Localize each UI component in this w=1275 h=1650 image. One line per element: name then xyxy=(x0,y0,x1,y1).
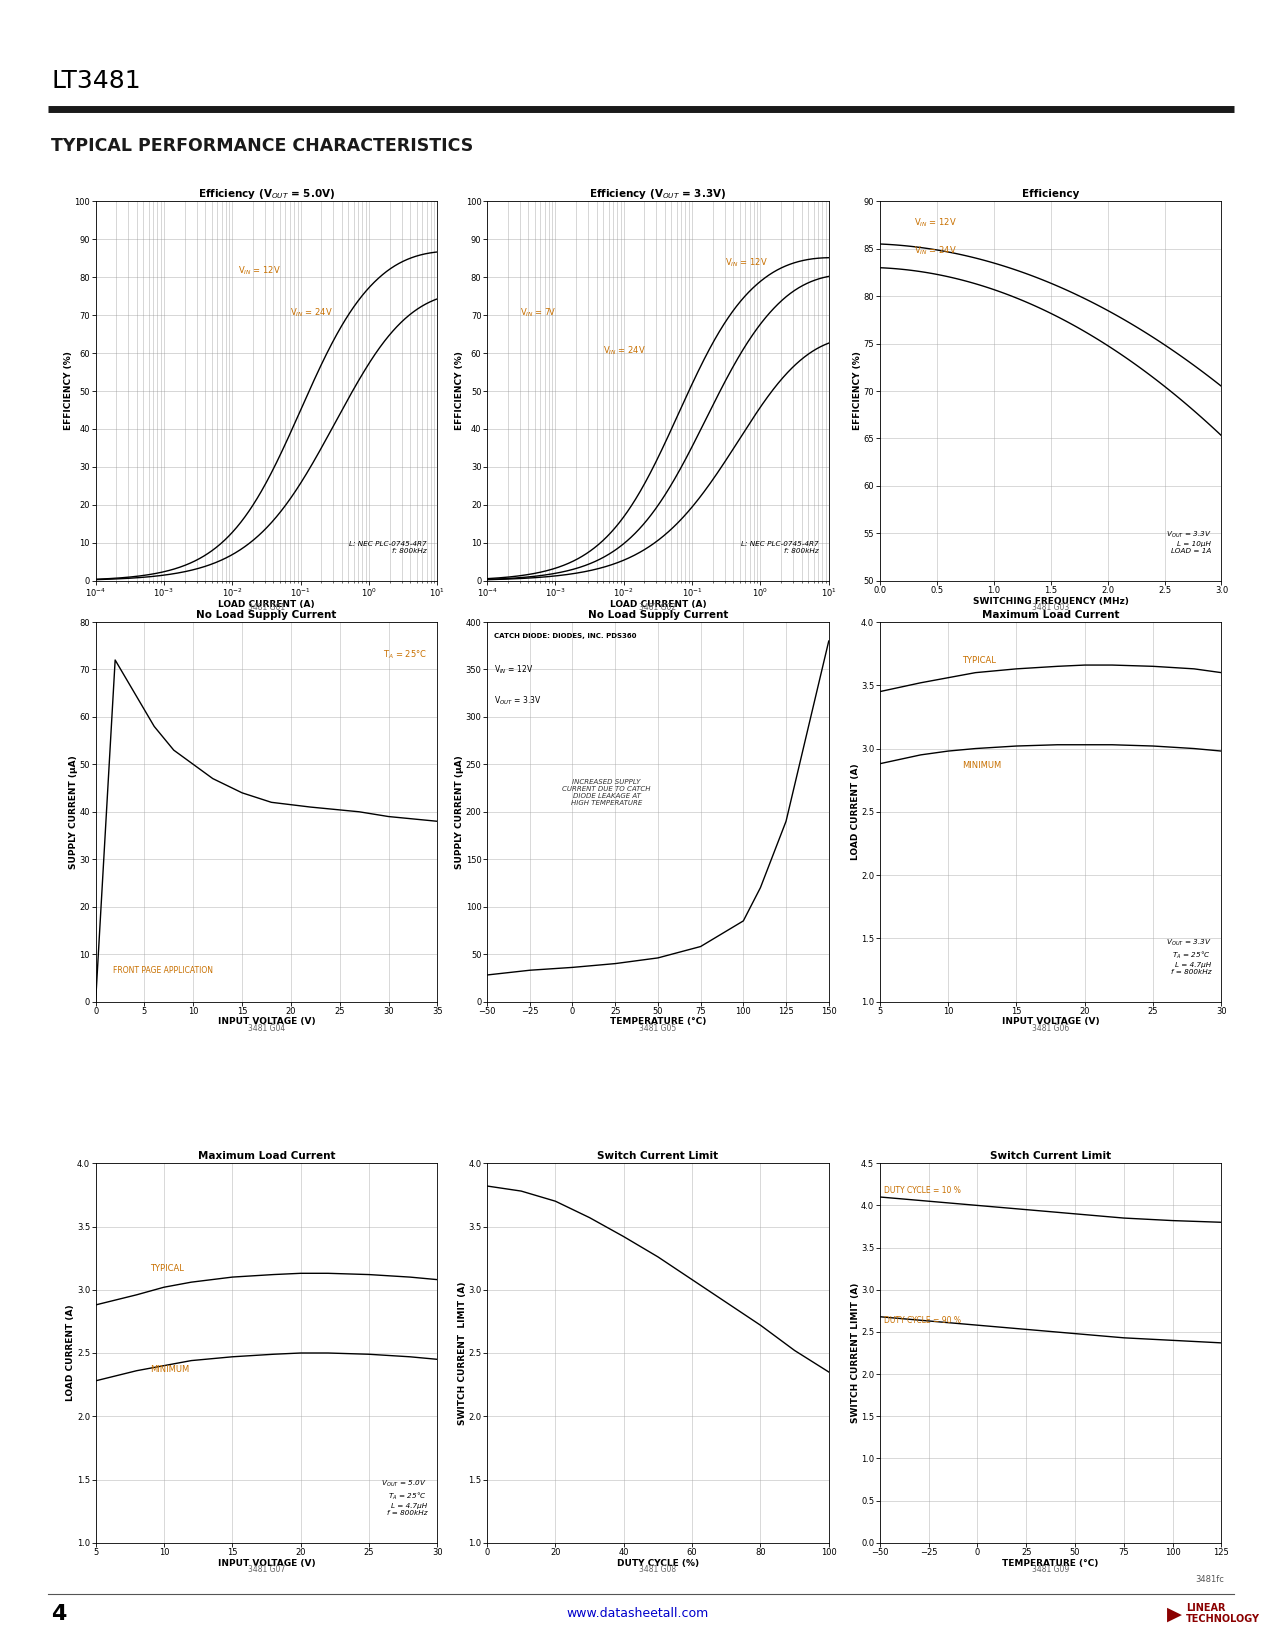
Text: TYPICAL: TYPICAL xyxy=(961,655,996,665)
Text: V$_{IN}$ = 12V: V$_{IN}$ = 12V xyxy=(493,663,533,676)
Text: DUTY CYCLE = 10 %: DUTY CYCLE = 10 % xyxy=(884,1186,960,1195)
X-axis label: LOAD CURRENT (A): LOAD CURRENT (A) xyxy=(609,601,706,609)
Text: T$_A$ = 25°C: T$_A$ = 25°C xyxy=(382,648,427,662)
X-axis label: INPUT VOLTAGE (V): INPUT VOLTAGE (V) xyxy=(218,1559,315,1568)
Title: No Load Supply Current: No Load Supply Current xyxy=(196,610,337,620)
Text: V$_{OUT}$ = 3.3V: V$_{OUT}$ = 3.3V xyxy=(493,695,541,706)
Text: 4: 4 xyxy=(51,1604,66,1624)
Text: V$_{IN}$ = 24V: V$_{IN}$ = 24V xyxy=(289,307,333,318)
X-axis label: INPUT VOLTAGE (V): INPUT VOLTAGE (V) xyxy=(1002,1018,1099,1026)
Y-axis label: SWITCH CURRENT  LIMIT (A): SWITCH CURRENT LIMIT (A) xyxy=(458,1282,467,1424)
X-axis label: LOAD CURRENT (A): LOAD CURRENT (A) xyxy=(218,601,315,609)
Text: 3481 G08: 3481 G08 xyxy=(639,1566,677,1574)
X-axis label: INPUT VOLTAGE (V): INPUT VOLTAGE (V) xyxy=(218,1018,315,1026)
Text: FRONT PAGE APPLICATION: FRONT PAGE APPLICATION xyxy=(112,965,213,975)
Y-axis label: LOAD CURRENT (A): LOAD CURRENT (A) xyxy=(66,1305,75,1401)
Text: DUTY CYCLE = 90 %: DUTY CYCLE = 90 % xyxy=(884,1317,960,1325)
Text: L: NEC PLC-0745-4R7
f: 800kHz: L: NEC PLC-0745-4R7 f: 800kHz xyxy=(349,541,427,554)
Text: V$_{IN}$ = 12V: V$_{IN}$ = 12V xyxy=(724,257,768,269)
Text: 3481 G09: 3481 G09 xyxy=(1031,1566,1070,1574)
Text: V$_{OUT}$ = 3.3V
L = 10μH
LOAD = 1A: V$_{OUT}$ = 3.3V L = 10μH LOAD = 1A xyxy=(1165,530,1211,554)
Text: TYPICAL PERFORMANCE CHARACTERISTICS: TYPICAL PERFORMANCE CHARACTERISTICS xyxy=(51,137,473,155)
Text: INCREASED SUPPLY
CURRENT DUE TO CATCH
DIODE LEAKAGE AT
HIGH TEMPERATURE: INCREASED SUPPLY CURRENT DUE TO CATCH DI… xyxy=(562,779,652,807)
Text: www.datasheetall.com: www.datasheetall.com xyxy=(566,1607,709,1620)
Text: ▶: ▶ xyxy=(1167,1604,1182,1624)
Title: Maximum Load Current: Maximum Load Current xyxy=(198,1152,335,1162)
Text: 3481 G06: 3481 G06 xyxy=(1031,1025,1070,1033)
Text: V$_{OUT}$ = 5.0V
T$_A$ = 25°C
L = 4.7μH
f = 800kHz: V$_{OUT}$ = 5.0V T$_A$ = 25°C L = 4.7μH … xyxy=(381,1478,427,1516)
Y-axis label: SWITCH CURRENT LIMIT (A): SWITCH CURRENT LIMIT (A) xyxy=(850,1282,859,1424)
Text: V$_{IN}$ = 12V: V$_{IN}$ = 12V xyxy=(237,264,280,277)
Text: L: NEC PLC-0745-4R7
f: 800kHz: L: NEC PLC-0745-4R7 f: 800kHz xyxy=(741,541,819,554)
Text: 3481 G05: 3481 G05 xyxy=(639,1025,677,1033)
Text: V$_{IN}$ = 24V: V$_{IN}$ = 24V xyxy=(914,244,956,257)
Text: V$_{IN}$ = 12V: V$_{IN}$ = 12V xyxy=(914,216,956,228)
X-axis label: DUTY CYCLE (%): DUTY CYCLE (%) xyxy=(617,1559,699,1568)
Y-axis label: EFFICIENCY (%): EFFICIENCY (%) xyxy=(64,351,73,431)
Text: 3481 G03: 3481 G03 xyxy=(1031,604,1070,612)
Title: Efficiency: Efficiency xyxy=(1021,190,1079,200)
Title: Efficiency (V$_{{OUT}}$ = 5.0V): Efficiency (V$_{{OUT}}$ = 5.0V) xyxy=(198,186,335,201)
Text: 3481 G02: 3481 G02 xyxy=(639,604,677,612)
Text: 3481 G07: 3481 G07 xyxy=(247,1566,286,1574)
Text: MINIMUM: MINIMUM xyxy=(150,1365,190,1374)
Text: 3481 G01: 3481 G01 xyxy=(247,604,286,612)
Y-axis label: SUPPLY CURRENT (μA): SUPPLY CURRENT (μA) xyxy=(455,756,464,868)
Text: V$_{IN}$ = 24V: V$_{IN}$ = 24V xyxy=(603,345,646,356)
Title: Switch Current Limit: Switch Current Limit xyxy=(597,1152,719,1162)
Text: V$_{OUT}$ = 3.3V
T$_A$ = 25°C
L = 4.7μH
f = 800kHz: V$_{OUT}$ = 3.3V T$_A$ = 25°C L = 4.7μH … xyxy=(1165,937,1211,975)
X-axis label: SWITCHING FREQUENCY (MHz): SWITCHING FREQUENCY (MHz) xyxy=(973,597,1128,606)
Title: Maximum Load Current: Maximum Load Current xyxy=(982,610,1119,620)
Y-axis label: EFFICIENCY (%): EFFICIENCY (%) xyxy=(853,351,862,431)
Text: 3481fc: 3481fc xyxy=(1195,1576,1224,1584)
Y-axis label: EFFICIENCY (%): EFFICIENCY (%) xyxy=(455,351,464,431)
Text: TYPICAL: TYPICAL xyxy=(150,1264,184,1272)
Text: LINEAR
TECHNOLOGY: LINEAR TECHNOLOGY xyxy=(1186,1602,1260,1625)
Text: LT3481: LT3481 xyxy=(51,69,140,94)
Title: No Load Supply Current: No Load Supply Current xyxy=(588,610,728,620)
X-axis label: TEMPERATURE (°C): TEMPERATURE (°C) xyxy=(609,1018,706,1026)
Text: V$_{IN}$ = 7V: V$_{IN}$ = 7V xyxy=(520,307,556,318)
Y-axis label: SUPPLY CURRENT (μA): SUPPLY CURRENT (μA) xyxy=(69,756,78,868)
Text: 3481 G04: 3481 G04 xyxy=(247,1025,286,1033)
X-axis label: TEMPERATURE (°C): TEMPERATURE (°C) xyxy=(1002,1559,1099,1568)
Text: CATCH DIODE: DIODES, INC. PDS360: CATCH DIODE: DIODES, INC. PDS360 xyxy=(493,634,636,640)
Title: Efficiency (V$_{{OUT}}$ = 3.3V): Efficiency (V$_{{OUT}}$ = 3.3V) xyxy=(589,186,727,201)
Title: Switch Current Limit: Switch Current Limit xyxy=(989,1152,1111,1162)
Y-axis label: LOAD CURRENT (A): LOAD CURRENT (A) xyxy=(850,764,859,860)
Text: MINIMUM: MINIMUM xyxy=(961,761,1001,769)
